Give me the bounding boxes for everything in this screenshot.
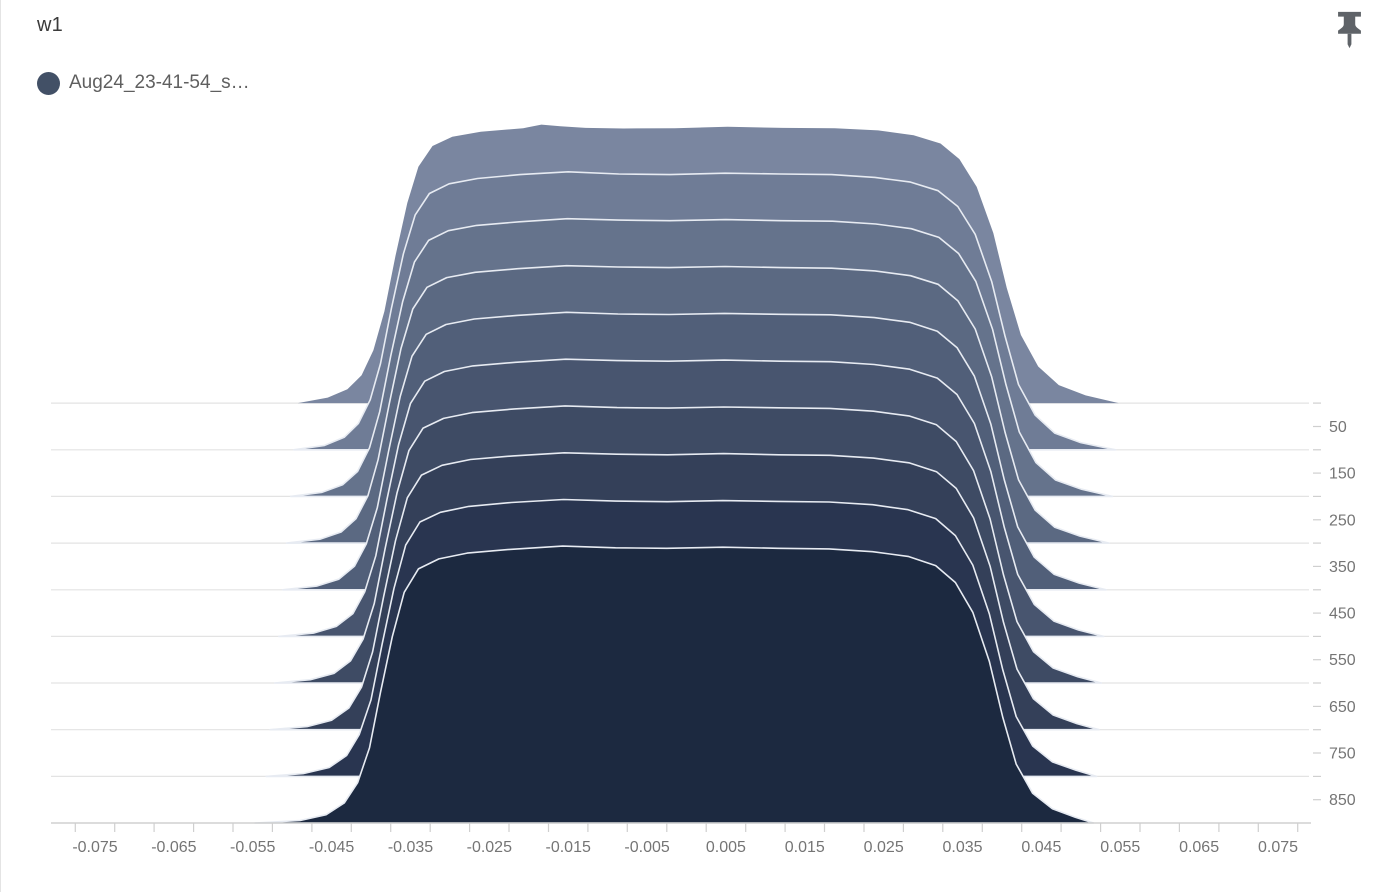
y-tick-label: 750 — [1329, 746, 1356, 763]
x-tick-label: -0.015 — [546, 839, 591, 856]
x-tick-label: -0.075 — [72, 839, 117, 856]
y-tick-label: 450 — [1329, 606, 1356, 623]
page-title: w1 — [37, 14, 63, 36]
x-tick-label: 0.065 — [1179, 839, 1219, 856]
x-tick-label: 0.015 — [785, 839, 825, 856]
y-tick-label: 350 — [1329, 559, 1356, 576]
x-tick-label: -0.005 — [624, 839, 669, 856]
x-tick-label: -0.045 — [309, 839, 354, 856]
x-tick-label: 0.045 — [1021, 839, 1061, 856]
run-label: Aug24_23-41-54_s… — [69, 72, 250, 93]
legend-item[interactable]: Aug24_23-41-54_s… — [37, 68, 250, 98]
histogram-ridge-step-900 — [254, 545, 1095, 824]
push-pin-icon — [1336, 10, 1363, 50]
x-tick-label: 0.005 — [706, 839, 746, 856]
x-tick-label: -0.055 — [230, 839, 275, 856]
x-tick-label: 0.075 — [1258, 839, 1298, 856]
x-tick-label: 0.035 — [942, 839, 982, 856]
run-color-dot — [37, 71, 60, 95]
y-tick-label: 150 — [1329, 466, 1356, 483]
x-tick-label: 0.055 — [1100, 839, 1140, 856]
y-tick-label: 650 — [1329, 699, 1356, 716]
y-tick-label: 550 — [1329, 652, 1356, 669]
y-tick-label: 50 — [1329, 419, 1347, 436]
x-tick-label: -0.025 — [467, 839, 512, 856]
x-tick-label: -0.035 — [388, 839, 433, 856]
x-tick-label: 0.025 — [864, 839, 904, 856]
x-tick-label: -0.065 — [151, 839, 196, 856]
y-tick-label: 850 — [1329, 792, 1356, 809]
y-tick-label: 250 — [1329, 512, 1356, 529]
pin-button[interactable] — [1329, 6, 1369, 52]
